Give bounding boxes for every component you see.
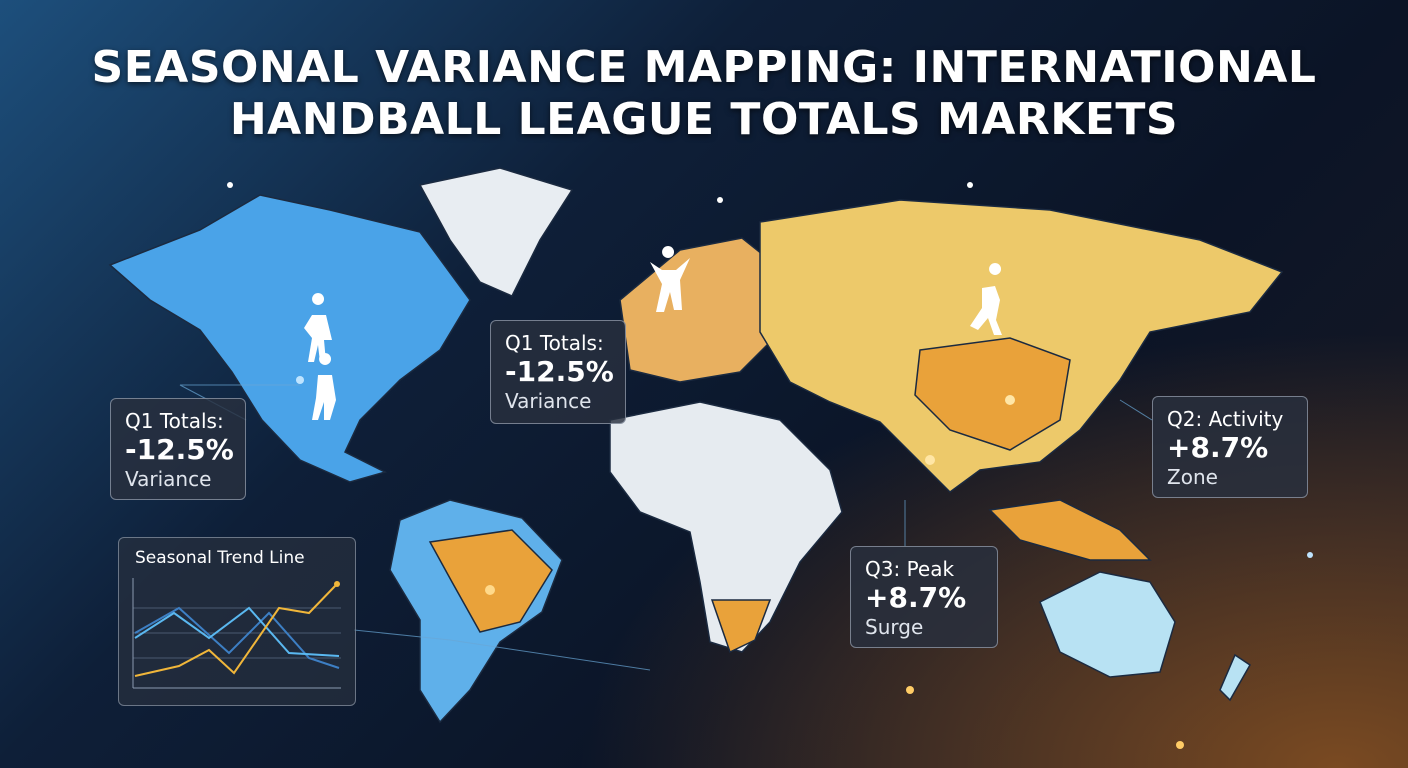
glow [296, 376, 304, 384]
continents [108, 167, 1284, 724]
brazil [428, 529, 553, 633]
trend-sketch [132, 578, 341, 689]
glow [906, 686, 914, 694]
glow-points [227, 182, 1313, 749]
callout-caption: Variance [505, 389, 592, 413]
player-icon [312, 353, 336, 420]
callout: Q3: Peak +8.7% Surge [850, 546, 998, 648]
glow [1307, 552, 1313, 558]
glow [925, 455, 935, 465]
callout-label: Q3: Peak [865, 557, 955, 581]
trend-line [134, 583, 338, 677]
player-icon [304, 293, 332, 362]
connector [353, 629, 651, 671]
trend-line [134, 606, 340, 657]
trend-end [334, 581, 340, 587]
callout-value: -12.5% [505, 355, 614, 388]
trend-grid [132, 578, 341, 689]
player-figures [304, 246, 1002, 420]
callout-caption: Variance [125, 467, 212, 491]
china [914, 337, 1071, 451]
callout-label: Q1 Totals: [505, 331, 604, 355]
callout: Q1 Totals: -12.5% Variance [110, 398, 246, 500]
callout-value: +8.7% [1167, 431, 1269, 464]
greenland [418, 167, 574, 297]
title-line: SEASONAL VARIANCE MAPPING: INTERNATIONAL [91, 42, 1317, 93]
europe [619, 237, 783, 383]
trend-line [134, 606, 340, 669]
north-america [108, 194, 471, 483]
trend-panel: Seasonal Trend Line [118, 537, 356, 706]
title-line: HANDBALL LEAGUE TOTALS MARKETS [229, 94, 1179, 145]
callout-value: +8.7% [865, 581, 967, 614]
new-zealand [1219, 653, 1251, 702]
callout: Q1 Totals: -12.5% Variance [490, 320, 626, 424]
glow [227, 182, 233, 188]
callout-value: -12.5% [125, 433, 234, 466]
callout-label: Q2: Activity [1167, 407, 1284, 431]
player-icon [970, 263, 1002, 335]
callout-caption: Zone [1167, 465, 1218, 489]
callout-label: Q1 Totals: [125, 409, 224, 433]
connector [1119, 399, 1153, 421]
glow [717, 197, 723, 203]
glow [485, 585, 495, 595]
southern-africa [710, 599, 772, 654]
trend-title: Seasonal Trend Line [135, 548, 305, 568]
glow [1176, 741, 1184, 749]
connector-lines [179, 384, 1153, 671]
callout-caption: Surge [865, 615, 924, 639]
glow [967, 182, 973, 188]
glow [1005, 395, 1015, 405]
callout: Q2: Activity +8.7% Zone [1152, 396, 1308, 498]
southeast-asia [988, 499, 1152, 561]
player-icon [650, 246, 690, 312]
australia [1039, 571, 1176, 678]
